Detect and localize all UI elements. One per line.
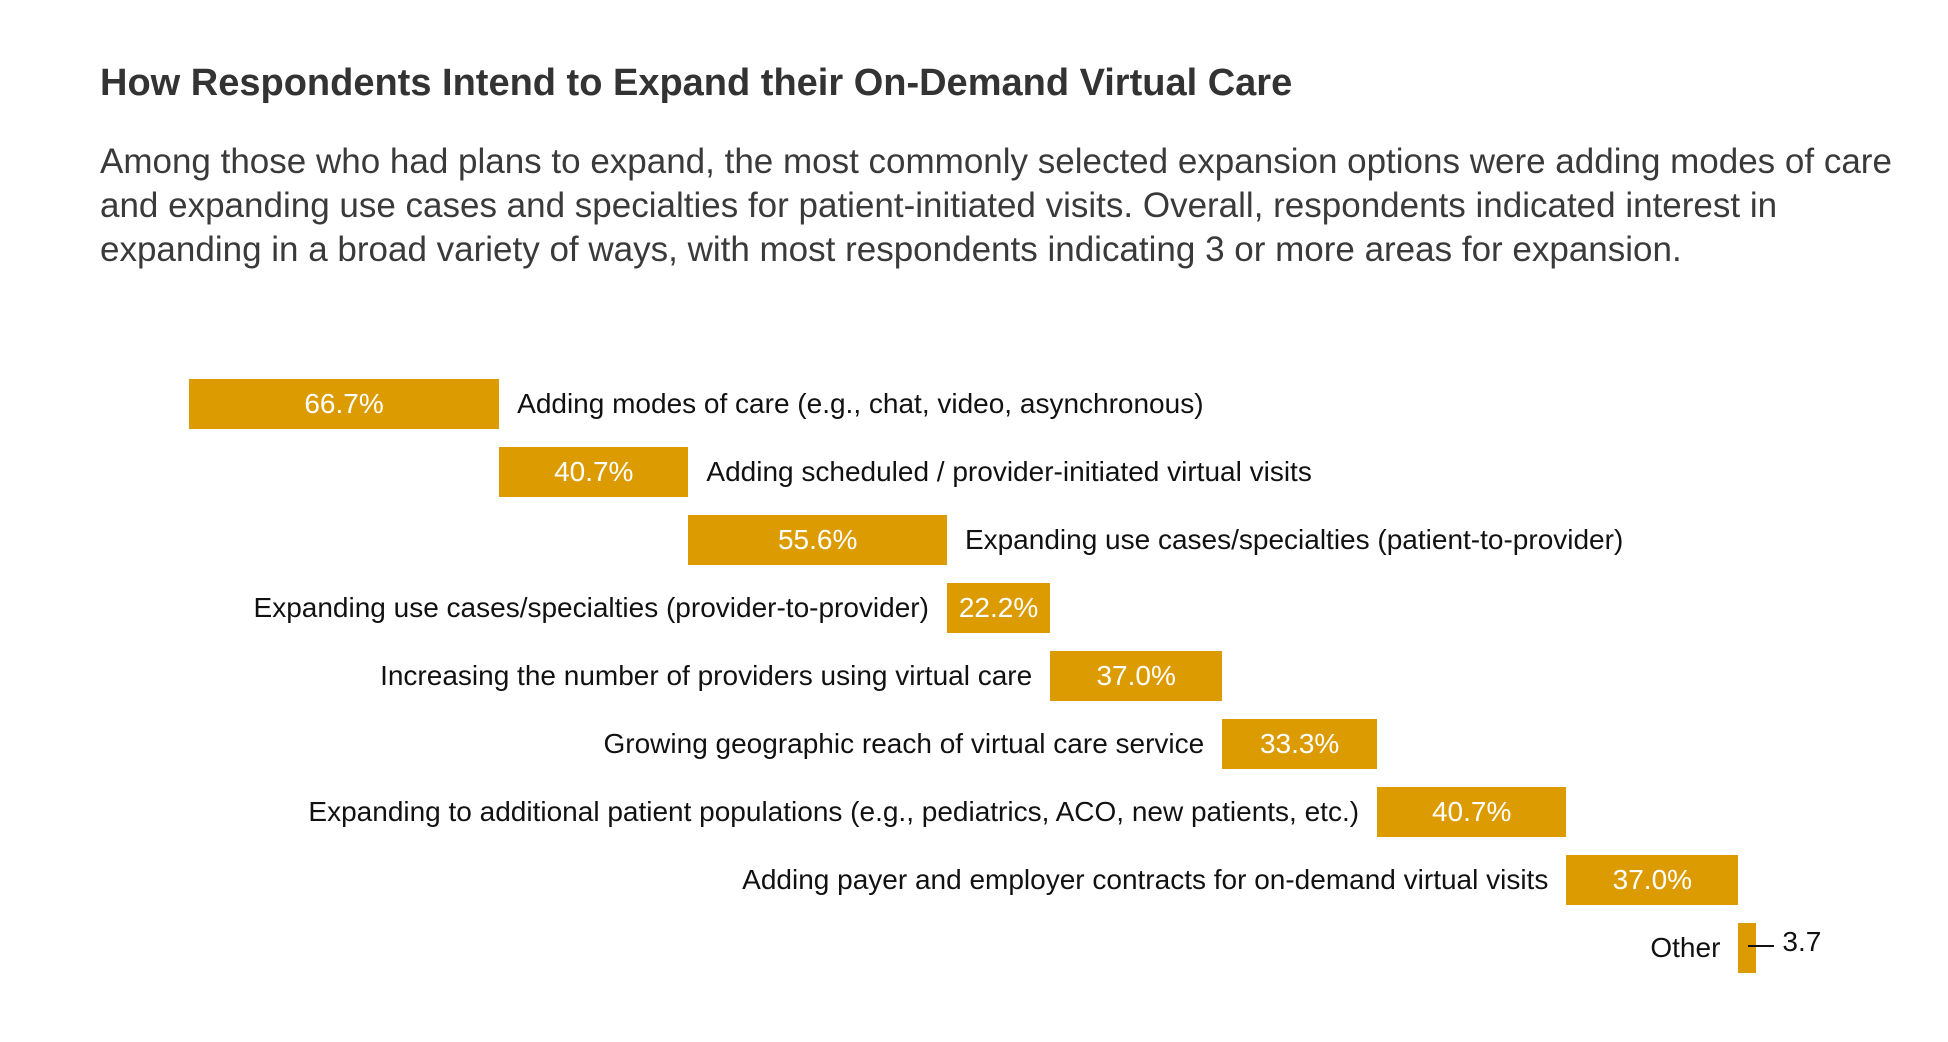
bar-9: [1738, 923, 1756, 973]
bar-3: 55.6%: [688, 515, 947, 565]
category-label: Expanding to additional patient populati…: [308, 796, 1360, 827]
bar-value-label: 55.6%: [777, 524, 858, 555]
category-label: Adding payer and employer contracts for …: [742, 864, 1549, 895]
bar-8: 37.0%: [1566, 855, 1739, 905]
bar-value-label: 33.3%: [1259, 728, 1340, 759]
bar-value-label: 37.0%: [1612, 864, 1693, 895]
category-label: Adding modes of care (e.g., chat, video,…: [517, 388, 1204, 419]
leader-line: [1748, 945, 1775, 947]
bar-4: 22.2%: [946, 583, 1051, 633]
bar-value-label: 3.7: [1782, 926, 1822, 957]
category-label: Increasing the number of providers using…: [380, 660, 1033, 691]
bar-value-label: 22.2%: [958, 592, 1039, 623]
category-label: Expanding use cases/specialties (patient…: [964, 524, 1624, 555]
bar-value-label: 40.7%: [554, 456, 634, 487]
bar-7: 40.7%: [1377, 787, 1567, 837]
bar-5: 37.0%: [1050, 651, 1223, 701]
bar-2: 40.7%: [499, 447, 689, 497]
bar-value-label: 40.7%: [1431, 796, 1512, 827]
chart-title: How Respondents Intend to Expand their O…: [100, 62, 1293, 104]
bar-6: 33.3%: [1222, 719, 1378, 769]
bar-value-label: 37.0%: [1096, 660, 1176, 691]
chart-subtitle: Among those who had plans to expand, the…: [100, 142, 1892, 269]
category-label: Expanding use cases/specialties (provide…: [253, 592, 929, 623]
bar-value-label: 66.7%: [304, 388, 384, 419]
category-label: Other: [1650, 932, 1721, 963]
category-label: Adding scheduled / provider-initiated vi…: [706, 456, 1312, 487]
category-label: Growing geographic reach of virtual care…: [603, 728, 1205, 759]
bar-1: 66.7%: [189, 379, 500, 429]
